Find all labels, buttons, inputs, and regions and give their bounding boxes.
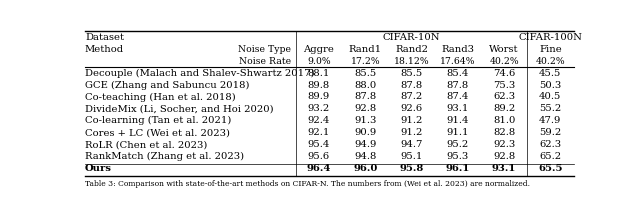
Text: Table 3: Comparison with state-of-the-art methods on CIFAR-N. The numbers from (: Table 3: Comparison with state-of-the-ar…	[85, 180, 530, 188]
Text: 17.64%: 17.64%	[440, 57, 476, 66]
Text: 91.3: 91.3	[354, 116, 376, 125]
Text: Ours: Ours	[85, 164, 112, 173]
Text: GCE (Zhang and Sabuncu 2018): GCE (Zhang and Sabuncu 2018)	[85, 80, 250, 90]
Text: 96.4: 96.4	[307, 164, 331, 173]
Text: 89.9: 89.9	[308, 92, 330, 101]
Text: Co-teaching (Han et al. 2018): Co-teaching (Han et al. 2018)	[85, 92, 236, 101]
Text: 95.2: 95.2	[447, 140, 469, 149]
Text: CIFAR-10N: CIFAR-10N	[383, 33, 440, 42]
Text: 82.8: 82.8	[493, 128, 515, 137]
Text: 91.1: 91.1	[447, 128, 469, 137]
Text: 74.6: 74.6	[493, 69, 515, 78]
Text: 95.1: 95.1	[400, 152, 422, 161]
Text: 95.4: 95.4	[308, 140, 330, 149]
Text: 88.0: 88.0	[354, 81, 376, 90]
Text: 59.2: 59.2	[540, 128, 561, 137]
Text: CIFAR-100N: CIFAR-100N	[518, 33, 582, 42]
Text: 91.4: 91.4	[447, 116, 469, 125]
Text: Decouple (Malach and Shalev-Shwartz 2017): Decouple (Malach and Shalev-Shwartz 2017…	[85, 69, 314, 78]
Text: 94.7: 94.7	[400, 140, 422, 149]
Text: 75.3: 75.3	[493, 81, 515, 90]
Text: 95.8: 95.8	[399, 164, 424, 173]
Text: 88.1: 88.1	[308, 69, 330, 78]
Text: Noise Type: Noise Type	[238, 45, 291, 54]
Text: Co-learning (Tan et al. 2021): Co-learning (Tan et al. 2021)	[85, 116, 231, 125]
Text: 40.2%: 40.2%	[489, 57, 519, 66]
Text: 93.1: 93.1	[447, 104, 469, 113]
Text: 91.2: 91.2	[400, 128, 422, 137]
Text: 81.0: 81.0	[493, 116, 515, 125]
Text: 92.4: 92.4	[308, 116, 330, 125]
Text: 94.9: 94.9	[354, 140, 376, 149]
Text: Cores + LC (Wei et al. 2023): Cores + LC (Wei et al. 2023)	[85, 128, 230, 137]
Text: 96.0: 96.0	[353, 164, 378, 173]
Text: 92.6: 92.6	[401, 104, 422, 113]
Text: 45.5: 45.5	[539, 69, 561, 78]
Text: Noise Rate: Noise Rate	[239, 57, 291, 66]
Text: 91.2: 91.2	[400, 116, 422, 125]
Text: DivideMix (Li, Socher, and Hoi 2020): DivideMix (Li, Socher, and Hoi 2020)	[85, 104, 273, 113]
Text: 87.8: 87.8	[354, 92, 376, 101]
Text: 95.3: 95.3	[447, 152, 469, 161]
Text: Method: Method	[85, 45, 124, 54]
Text: Rand3: Rand3	[442, 45, 474, 54]
Text: 93.2: 93.2	[308, 104, 330, 113]
Text: 40.2%: 40.2%	[536, 57, 565, 66]
Text: 62.3: 62.3	[540, 140, 561, 149]
Text: 17.2%: 17.2%	[350, 57, 380, 66]
Text: Aggre: Aggre	[303, 45, 334, 54]
Text: Rand2: Rand2	[395, 45, 428, 54]
Text: Dataset: Dataset	[85, 33, 124, 42]
Text: 9.0%: 9.0%	[307, 57, 331, 66]
Text: 93.1: 93.1	[492, 164, 516, 173]
Text: 92.1: 92.1	[308, 128, 330, 137]
Text: 40.5: 40.5	[539, 92, 561, 101]
Text: 89.2: 89.2	[493, 104, 515, 113]
Text: 89.8: 89.8	[308, 81, 330, 90]
Text: 65.2: 65.2	[540, 152, 561, 161]
Text: 55.2: 55.2	[540, 104, 561, 113]
Text: 94.8: 94.8	[354, 152, 376, 161]
Text: 87.8: 87.8	[447, 81, 469, 90]
Text: 96.1: 96.1	[445, 164, 470, 173]
Text: Fine: Fine	[539, 45, 562, 54]
Text: 85.5: 85.5	[354, 69, 376, 78]
Text: 47.9: 47.9	[539, 116, 561, 125]
Text: 87.8: 87.8	[401, 81, 422, 90]
Text: 90.9: 90.9	[354, 128, 376, 137]
Text: 65.5: 65.5	[538, 164, 563, 173]
Text: 87.2: 87.2	[401, 92, 422, 101]
Text: 95.6: 95.6	[308, 152, 330, 161]
Text: 50.3: 50.3	[540, 81, 561, 90]
Text: RankMatch (Zhang et al. 2023): RankMatch (Zhang et al. 2023)	[85, 152, 244, 161]
Text: 85.5: 85.5	[401, 69, 422, 78]
Text: 87.4: 87.4	[447, 92, 469, 101]
Text: Rand1: Rand1	[349, 45, 382, 54]
Text: 92.3: 92.3	[493, 140, 515, 149]
Text: 85.4: 85.4	[447, 69, 469, 78]
Text: 92.8: 92.8	[354, 104, 376, 113]
Text: 92.8: 92.8	[493, 152, 515, 161]
Text: 18.12%: 18.12%	[394, 57, 429, 66]
Text: 62.3: 62.3	[493, 92, 515, 101]
Text: Worst: Worst	[490, 45, 519, 54]
Text: RoLR (Chen et al. 2023): RoLR (Chen et al. 2023)	[85, 140, 207, 149]
